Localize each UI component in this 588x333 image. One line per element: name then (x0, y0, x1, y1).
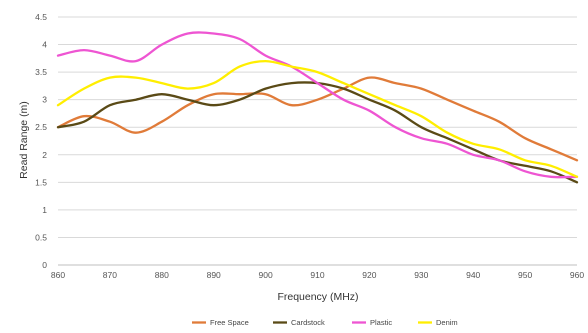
series-line-free-space (56, 76, 579, 162)
x-tick-label: 940 (466, 270, 480, 280)
x-tick-label: 860 (51, 270, 65, 280)
y-axis-title: Read Range (m) (18, 101, 30, 179)
series-line-denim (56, 59, 579, 178)
y-tick-label: 3.5 (35, 67, 47, 77)
legend-label-plastic: Plastic (370, 318, 392, 327)
legend-label-cardstock: Cardstock (291, 318, 325, 327)
series-layer (56, 31, 579, 184)
x-tick-label: 880 (155, 270, 169, 280)
y-tick-label: 3 (42, 95, 47, 105)
legend-label-denim: Denim (436, 318, 458, 327)
x-tick-label: 950 (518, 270, 532, 280)
x-tick-label: 890 (207, 270, 221, 280)
grid-layer (58, 16, 577, 238)
x-tick-label: 960 (570, 270, 584, 280)
x-tick-label: 910 (310, 270, 324, 280)
y-tick-label: 1 (42, 205, 47, 215)
y-tick-label: 2.5 (35, 122, 47, 132)
x-axis-title: Frequency (MHz) (277, 291, 358, 303)
x-tick-label: 870 (103, 270, 117, 280)
y-axis-ticks: 0 0.5 1 1.5 2 2.5 3 3.5 4 4.5 (35, 12, 47, 270)
legend-label-free-space: Free Space (210, 318, 249, 327)
legend: Free Space Cardstock Plastic Denim (192, 318, 458, 327)
y-tick-label: 2 (42, 150, 47, 160)
x-tick-label: 930 (414, 270, 428, 280)
y-tick-label: 0 (42, 260, 47, 270)
y-tick-label: 1.5 (35, 177, 47, 187)
x-tick-label: 900 (259, 270, 273, 280)
x-tick-label: 920 (362, 270, 376, 280)
y-tick-label: 0.5 (35, 232, 47, 242)
x-axis-ticks: 860 870 880 890 900 910 920 930 940 950 960 (51, 270, 584, 280)
y-tick-label: 4 (42, 40, 47, 50)
y-tick-label: 4.5 (35, 12, 47, 22)
series-line-plastic (56, 31, 579, 179)
